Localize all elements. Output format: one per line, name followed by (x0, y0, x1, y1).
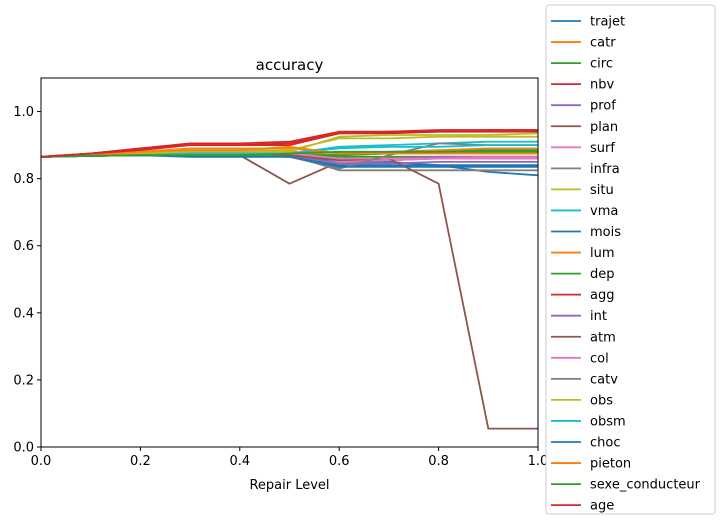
legend: trajet catr circ nbv prof plan surf infra situ vm… (545, 4, 716, 515)
x-tick-label: 0.0 (31, 454, 52, 469)
legend-label: choc (590, 436, 621, 451)
y-tick-label: 0.0 (13, 441, 34, 456)
legend-label: pieton (590, 457, 631, 472)
legend-label: agg (590, 288, 614, 303)
legend-label: vma (590, 204, 618, 219)
chart-title: accuracy (256, 56, 324, 74)
legend-label: infra (590, 162, 620, 177)
legend-label: circ (590, 57, 613, 72)
y-tick-label: 0.6 (13, 239, 34, 254)
legend-label: dep (590, 267, 615, 282)
legend-label: catr (590, 36, 616, 51)
legend-entry-obs: obs (551, 393, 613, 408)
y-tick-label: 1.0 (13, 105, 34, 120)
legend-entry-circ: circ (551, 57, 613, 72)
series-line-agg (41, 129, 538, 158)
y-tick-label: 0.2 (13, 373, 34, 388)
x-tick-label: 0.8 (428, 454, 449, 469)
series-layer (41, 129, 538, 430)
series-line-sexe_conducteur (41, 149, 538, 158)
legend-entry-dep: dep (551, 267, 615, 282)
x-tick-label: 0.6 (329, 454, 350, 469)
x-tick-label: 0.2 (130, 454, 151, 469)
legend-label: col (590, 351, 609, 366)
legend-entry-lum: lum (551, 246, 615, 261)
legend-label: lum (590, 246, 615, 261)
legend-entry-vma: vma (551, 204, 618, 219)
series-line-pieton (41, 145, 538, 158)
legend-label: sexe_conducteur (590, 478, 701, 493)
legend-entry-prof: prof (551, 99, 616, 114)
legend-label: int (590, 309, 607, 324)
legend-entry-age: age (551, 499, 614, 514)
legend-entry-mois: mois (551, 225, 621, 240)
legend-label: situ (590, 183, 614, 198)
legend-entry-surf: surf (551, 141, 615, 156)
x-tick-label: 1.0 (528, 454, 549, 469)
legend-entry-atm: atm (551, 330, 616, 345)
legend-label: prof (590, 99, 616, 114)
legend-entry-catr: catr (551, 36, 616, 51)
legend-label: plan (590, 120, 618, 135)
legend-label: atm (590, 330, 616, 345)
legend-entry-obsm: obsm (551, 414, 626, 429)
legend-entry-nbv: nbv (551, 78, 614, 93)
series-line-obs (41, 132, 538, 158)
legend-label: surf (590, 141, 615, 156)
y-tick-label: 0.8 (13, 172, 34, 187)
legend-entry-choc: choc (551, 436, 621, 451)
series-line-atm (41, 154, 538, 430)
legend-entry-plan: plan (551, 120, 618, 135)
legend-label: catv (590, 372, 618, 387)
legend-entry-infra: infra (551, 162, 620, 177)
plot-frame (40, 77, 539, 448)
y-tick-label: 0.4 (13, 306, 34, 321)
legend-entry-int: int (551, 309, 607, 324)
legend-label: mois (590, 225, 621, 240)
legend-entry-trajet: trajet (551, 15, 625, 30)
y-axis-ticks: 0.0 0.2 0.4 0.6 0.8 1.0 (13, 105, 41, 456)
legend-entry-situ: situ (551, 183, 614, 198)
legend-entry-catv: catv (551, 372, 618, 387)
legend-label: obsm (590, 414, 626, 429)
legend-label: age (590, 499, 614, 514)
series-line-age (41, 129, 538, 158)
legend-entry-pieton: pieton (551, 457, 631, 472)
legend-label: trajet (590, 15, 625, 30)
x-tick-label: 0.4 (229, 454, 250, 469)
x-axis-ticks: 0.0 0.2 0.4 0.6 0.8 1.0 (31, 447, 549, 469)
legend-entry-col: col (551, 351, 609, 366)
legend-entry-agg: agg (551, 288, 614, 303)
legend-entry-sexe_conducteur: sexe_conducteur (551, 478, 701, 493)
legend-label: obs (590, 393, 613, 408)
x-axis-label: Repair Level (249, 478, 329, 493)
legend-label: nbv (590, 78, 614, 93)
legend-items: trajet catr circ nbv prof plan surf infra situ vm… (551, 15, 701, 514)
legend-box (545, 4, 716, 515)
